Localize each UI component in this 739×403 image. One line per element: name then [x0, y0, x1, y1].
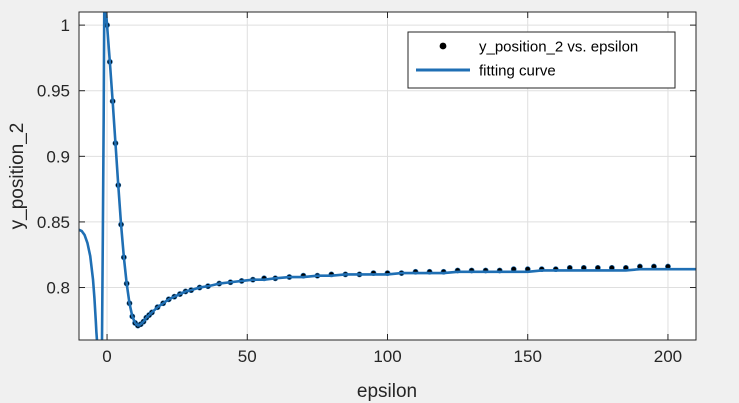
- x-tick-label: 0: [102, 347, 111, 366]
- y-tick-label: 0.9: [46, 147, 70, 166]
- legend-label-fit: fitting curve: [479, 63, 556, 80]
- grid-lines: [79, 12, 696, 340]
- legend-box: [407, 31, 676, 89]
- legend-label-scatter: y_position_2 vs. epsilon: [479, 39, 638, 56]
- legend: y_position_2 vs. epsilon fitting curve: [407, 31, 676, 89]
- x-axis-label: epsilon: [357, 381, 417, 402]
- y-tick-label: 0.8: [46, 279, 70, 298]
- data-layer: [79, 12, 696, 340]
- y-tick-label: 0.85: [37, 213, 70, 232]
- fit-curve-line: [104, 12, 696, 327]
- x-tick-label: 100: [373, 347, 401, 366]
- y-tick-label: 1: [61, 16, 70, 35]
- legend-marker-scatter: [439, 42, 447, 50]
- y-tick-label: 0.95: [37, 82, 70, 101]
- x-tick-label: 150: [514, 347, 542, 366]
- axis-ticks: 0 50 100 150 200 0.8 0.85 0.9 0.95 1: [37, 12, 696, 366]
- fit-curve-line: [100, 12, 106, 340]
- x-tick-label: 50: [238, 347, 257, 366]
- fit-curve-line: [79, 228, 99, 340]
- y-axis-label: y_position_2: [7, 123, 28, 230]
- x-tick-label: 200: [654, 347, 682, 366]
